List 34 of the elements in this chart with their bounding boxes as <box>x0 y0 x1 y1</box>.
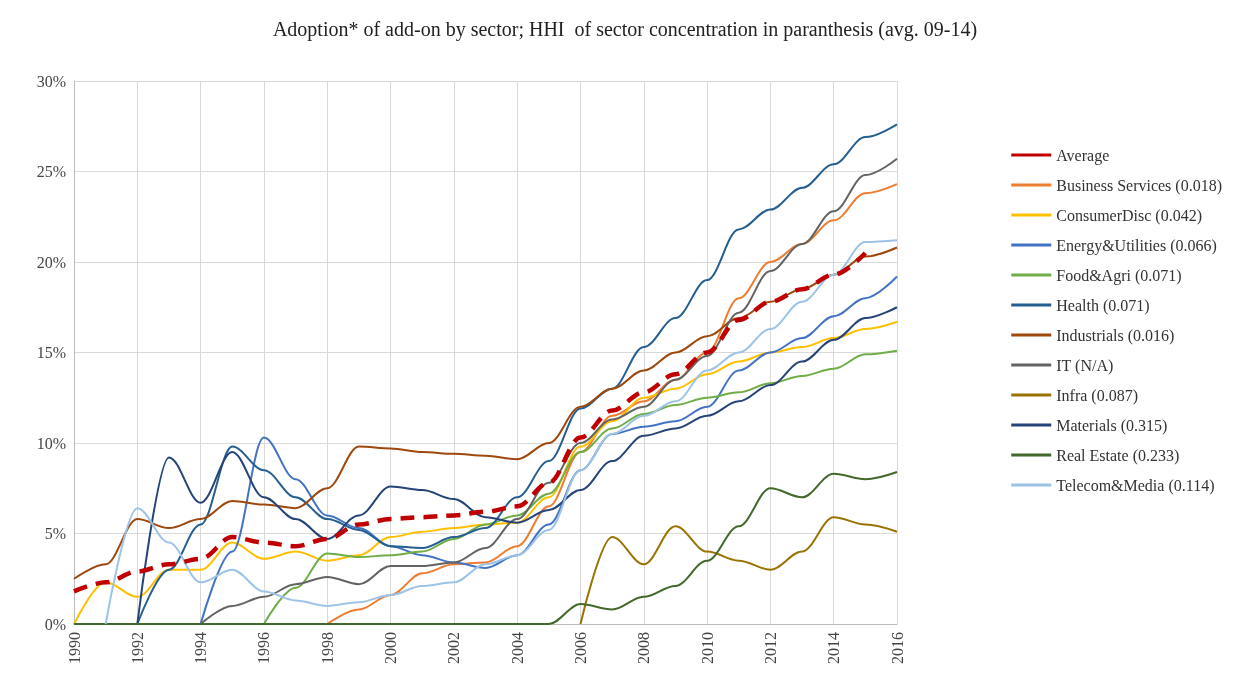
y-tick-label: 10% <box>36 434 66 452</box>
legend-label: IT (N/A) <box>1056 356 1114 375</box>
legend-label: Telecom&Media (0.114) <box>1056 476 1215 495</box>
x-tick-label: 2010 <box>698 632 716 664</box>
legend-label: ConsumerDisc (0.042) <box>1056 206 1203 225</box>
x-tick-label: 2016 <box>888 632 906 664</box>
x-tick-label: 1990 <box>65 632 83 664</box>
chart-title: Adoption* of add-on by sector; HHI of sector concentration in paranthesis (avg. 09-14) <box>272 18 978 41</box>
legend-label: Average <box>1056 146 1110 165</box>
x-tick-label: 2002 <box>445 632 463 664</box>
legend-label: Business Services (0.018) <box>1056 176 1223 195</box>
x-tick-label: 2000 <box>382 632 400 664</box>
x-tick-label: 1994 <box>192 632 210 664</box>
legend-label: Infra (0.087) <box>1056 386 1138 405</box>
x-tick-label: 1998 <box>318 632 336 664</box>
x-tick-label: 2004 <box>508 632 526 664</box>
legend-label: Food&Agri (0.071) <box>1056 266 1182 285</box>
y-tick-label: 15% <box>36 344 66 361</box>
x-tick-label: 2012 <box>761 632 779 664</box>
x-tick-label: 2006 <box>571 632 589 664</box>
legend-label: Health (0.071) <box>1056 296 1150 315</box>
legend-label: Industrials (0.016) <box>1056 326 1175 345</box>
legend-label: Materials (0.315) <box>1056 416 1168 435</box>
y-tick-label: 20% <box>36 253 66 271</box>
legend-label: Energy&Utilities (0.066) <box>1056 236 1217 255</box>
y-tick-label: 5% <box>44 525 66 542</box>
y-tick-label: 25% <box>36 163 66 180</box>
x-tick-label: 1996 <box>255 632 273 664</box>
x-tick-label: 1992 <box>128 632 146 664</box>
x-tick-label: 2008 <box>635 632 653 664</box>
legend-label: Real Estate (0.233) <box>1056 446 1180 465</box>
y-tick-label: 0% <box>44 615 66 633</box>
x-tick-label: 2014 <box>825 632 843 664</box>
y-tick-label: 30% <box>36 72 66 90</box>
